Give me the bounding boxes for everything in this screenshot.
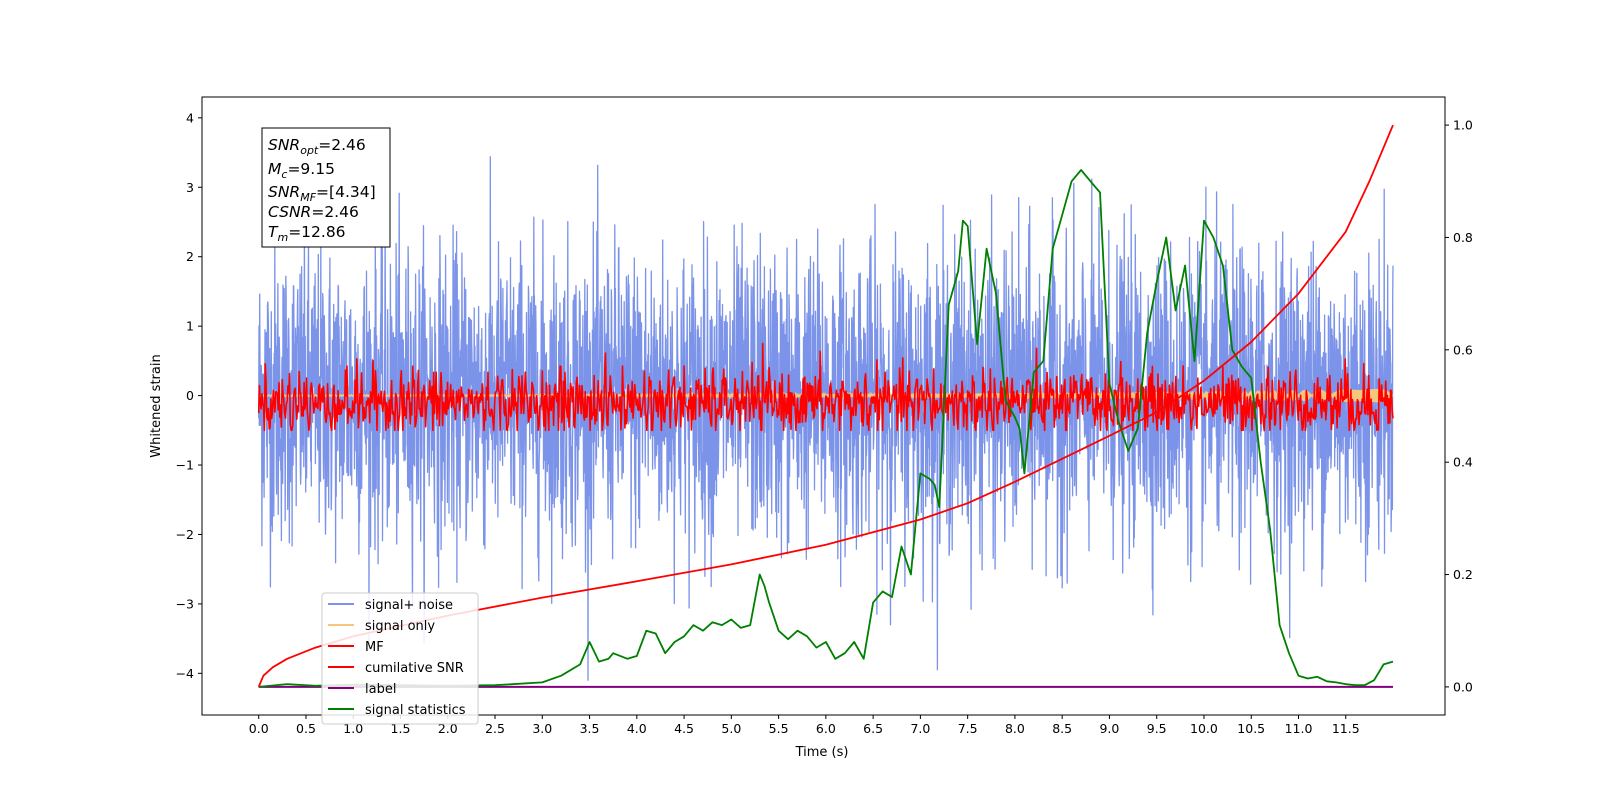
x-tick-label: 8.5 (1052, 721, 1072, 736)
legend-label: cumilative SNR (365, 661, 464, 676)
x-tick-label: 0.0 (249, 721, 269, 736)
y-tick-label: 2 (186, 249, 194, 264)
legend: signal+ noise signal only MF cumilative SNR… (321, 592, 479, 725)
y-tick-label: −4 (176, 666, 194, 681)
signal-statistics-series (258, 169, 1394, 688)
x-tick-label: 10.5 (1237, 721, 1265, 736)
y-right-tick-label: 0.0 (1453, 679, 1473, 694)
x-tick-label: 2.5 (485, 721, 505, 736)
y-right-tick-label: 0.6 (1453, 342, 1473, 357)
legend-label: MF (365, 640, 384, 655)
x-tick-label: 9.5 (1147, 721, 1167, 736)
y-tick-label: 0 (186, 388, 194, 403)
x-tick-label: 11.5 (1332, 721, 1360, 736)
x-tick-label: 2.0 (438, 721, 458, 736)
x-tick-label: 3.5 (580, 721, 600, 736)
info-snr-opt: SNRopt=2.46 (268, 136, 366, 157)
x-tick-label: 11.0 (1285, 721, 1313, 736)
series-line (257, 124, 1394, 688)
x-tick-label: 3.0 (532, 721, 552, 736)
legend-label: signal only (365, 619, 435, 634)
x-tick-label: 7.5 (958, 721, 978, 736)
axes-frame (201, 96, 1446, 716)
y-tick-label: −1 (176, 458, 194, 473)
y-tick-label: 3 (186, 180, 194, 195)
y-right-tick-label: 0.2 (1453, 567, 1473, 582)
x-tick-label: 8.0 (1005, 721, 1025, 736)
x-tick-label: 5.5 (769, 721, 789, 736)
info-snr-mf: SNRMF=[4.34] (268, 183, 376, 204)
x-tick-label: 6.0 (816, 721, 836, 736)
y-axis-right: 1.0 0.8 0.6 0.4 0.2 0.0 (1445, 118, 1473, 694)
x-tick-label: 5.0 (721, 721, 741, 736)
cumulative-snr-series (257, 124, 1394, 688)
x-tick-label: 9.0 (1099, 721, 1119, 736)
y-tick-label: −3 (176, 596, 194, 611)
x-tick-label: 0.5 (296, 721, 316, 736)
x-tick-label: 4.0 (627, 721, 647, 736)
y-axis-label: Whitened strain (149, 354, 164, 457)
x-tick-label: 6.5 (863, 721, 883, 736)
legend-label: label (365, 682, 396, 697)
series-line (258, 169, 1394, 688)
y-tick-label: 4 (186, 110, 194, 125)
y-right-tick-label: 0.8 (1453, 230, 1473, 245)
y-tick-label: 1 (186, 319, 194, 334)
y-right-tick-label: 0.4 (1453, 455, 1473, 470)
x-tick-label: 4.5 (674, 721, 694, 736)
legend-label: signal+ noise (365, 598, 453, 613)
x-tick-label: 10.0 (1190, 721, 1218, 736)
mf-series (257, 342, 1394, 432)
info-box: SNRopt=2.46 Mc=9.15 SNRMF=[4.34] CSNR=2.… (261, 127, 391, 248)
x-tick-label: 7.0 (910, 721, 930, 736)
info-tm: Tm=12.86 (268, 223, 346, 244)
x-axis-label: Time (s) (795, 745, 849, 760)
info-mc: Mc=9.15 (268, 160, 335, 181)
y-axis-left: 4 3 2 1 0 −1 −2 −3 −4 (176, 110, 202, 681)
y-right-tick-label: 1.0 (1453, 118, 1473, 133)
x-tick-label: 1.5 (391, 721, 411, 736)
y-tick-label: −2 (176, 527, 194, 542)
legend-label: signal statistics (365, 703, 466, 718)
x-tick-label: 1.0 (343, 721, 363, 736)
x-axis: 0.0 0.5 1.0 1.5 2.0 2.5 3.0 3.5 4.0 4.5 5.0 5.5 6.0 6… (249, 715, 1360, 736)
info-csnr: CSNR=2.46 (268, 203, 359, 221)
